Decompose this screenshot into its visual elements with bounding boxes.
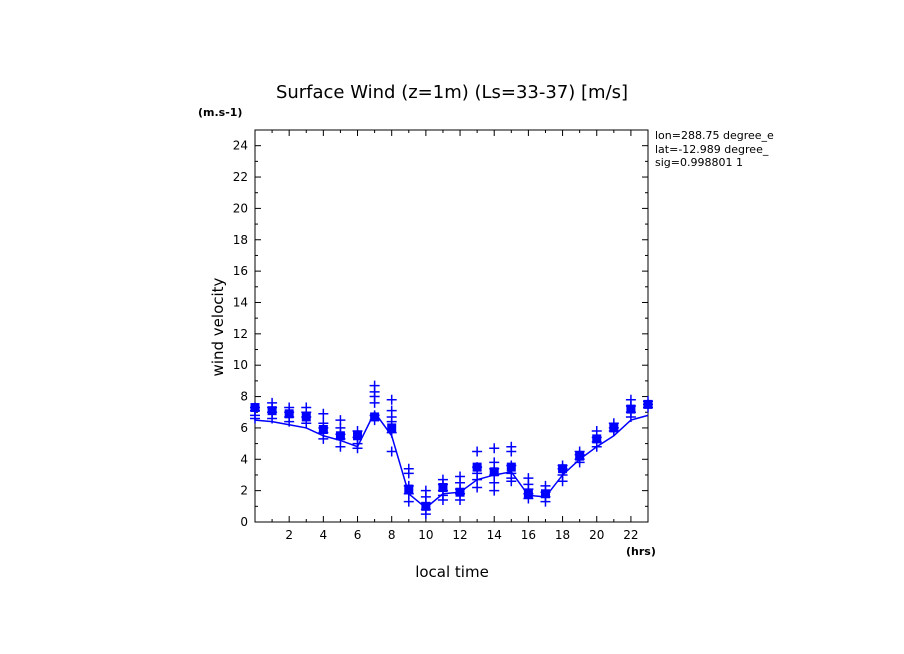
mean-square-marker [335,431,345,441]
info-lat: lat=-12.989 degree_ [655,143,769,156]
y-tick-label: 18 [233,233,248,247]
series-group [250,380,653,520]
y-tick-label: 22 [233,170,248,184]
mean-square-marker [575,451,585,461]
mean-square-marker [267,406,277,416]
chart-title: Surface Wind (z=1m) (Ls=33-37) [m/s] [276,82,628,103]
y-tick-label: 0 [240,515,248,529]
y-tick-label: 20 [233,201,248,215]
y-tick-label: 4 [240,452,248,466]
x-tick-label: 12 [452,528,467,542]
observation-cross [267,413,278,424]
mean-square-marker [404,484,414,494]
mean-square-marker [506,462,516,472]
observation-cross [284,416,295,427]
observation-cross [557,476,568,487]
mean-square-marker [626,404,636,414]
mean-square-marker [523,489,533,499]
mean-square-marker [387,423,397,433]
mean-square-marker [540,489,550,499]
x-tick-label: 10 [418,528,433,542]
x-tick-label: 2 [285,528,293,542]
observation-cross [403,496,414,507]
observation-cross [437,495,448,506]
y-tick-label: 12 [233,327,248,341]
mean-square-marker [284,409,294,419]
observation-cross [318,433,329,444]
x-axis-label: local time [415,563,489,581]
y-tick-label: 6 [240,421,248,435]
mean-square-marker [592,434,602,444]
plot-frame [254,129,649,523]
mean-square-marker [421,501,431,511]
mean-square-marker [353,431,363,441]
y-tick-label: 10 [233,358,248,372]
mean-square-marker [455,487,465,497]
mean-square-marker [472,462,482,472]
mean-square-marker [558,464,568,474]
mean-square-marker [318,424,328,434]
info-lon: lon=288.75 degree_e [655,129,774,142]
y-tick-label: 2 [240,484,248,498]
x-tick-label: 16 [521,528,536,542]
y-tick-label: 16 [233,264,248,278]
observation-cross [386,394,397,405]
observation-cross [540,496,551,507]
mean-square-marker [489,467,499,477]
x-tick-label: 4 [320,528,328,542]
mean-square-marker [609,423,619,433]
observation-cross [250,413,260,424]
observation-cross [403,468,414,479]
x-tick-label: 8 [388,528,396,542]
observation-cross [369,397,380,408]
mean-square-marker [643,399,653,409]
y-tick-label: 14 [233,295,248,309]
x-tick-label: 14 [487,528,502,542]
y-axis-label: wind velocity [209,277,227,376]
mean-square-marker [438,483,448,493]
observation-cross [335,441,346,452]
x-units-label: (hrs) [626,545,656,558]
observation-cross [506,476,517,487]
observation-cross [318,408,329,419]
model-line [254,410,649,509]
observation-cross [472,482,483,493]
x-tick-label: 22 [623,528,638,542]
mean-square-marker [370,412,380,422]
x-tick-label: 20 [589,528,604,542]
y-units-label: (m.s-1) [198,106,242,119]
observation-cross [489,443,500,454]
observation-cross [625,411,636,422]
mean-square-marker [301,412,311,422]
x-tick-label: 18 [555,528,570,542]
observation-cross [472,446,483,457]
observation-cross [455,495,466,506]
mean-square-marker [250,403,260,413]
y-tick-label: 8 [240,390,248,404]
y-tick-label: 24 [233,139,248,153]
observation-cross [420,509,431,520]
observation-cross [352,443,363,454]
observation-cross [386,446,397,457]
info-sig: sig=0.998801 1 [655,156,743,169]
observation-cross [489,485,500,496]
observation-cross [506,446,517,457]
x-tick-label: 6 [354,528,362,542]
observation-cross [591,441,602,452]
